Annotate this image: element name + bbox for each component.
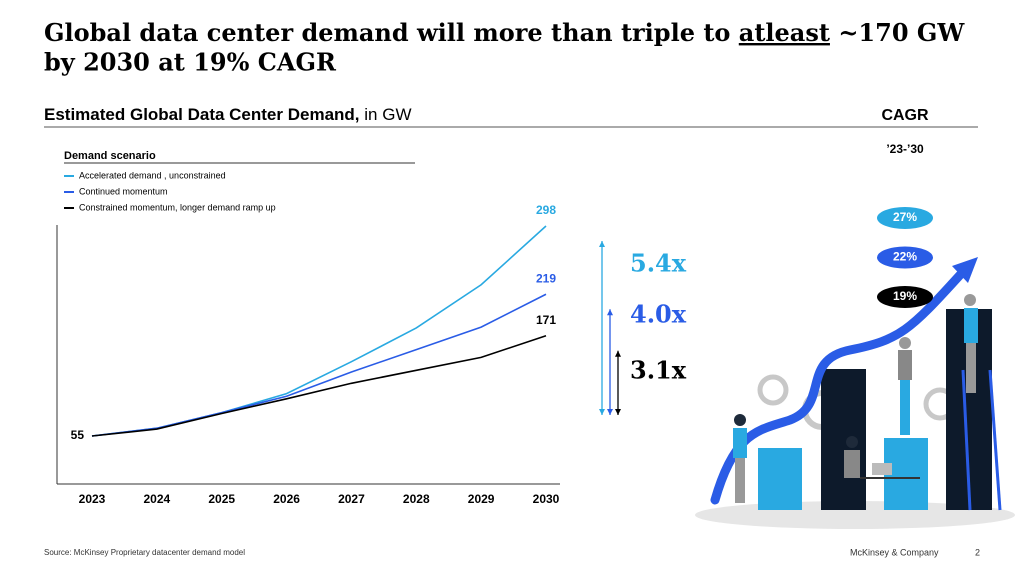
person	[898, 350, 912, 380]
source: Source: McKinsey Proprietary datacenter …	[44, 548, 245, 557]
person	[900, 380, 910, 435]
person	[846, 436, 858, 448]
cagr-value: 27%	[893, 210, 917, 224]
page-number: 2	[975, 547, 980, 557]
arrow-head	[599, 241, 605, 247]
title-line2: by 2030 at 19% CAGR	[44, 48, 337, 77]
person	[966, 343, 976, 393]
person	[733, 428, 747, 458]
arrow-head	[607, 409, 613, 415]
person	[734, 414, 746, 426]
start-value-label: 55	[71, 428, 85, 442]
arrow-head	[599, 409, 605, 415]
end-value-label: 171	[536, 313, 556, 327]
series-line	[91, 293, 547, 437]
x-tick-label: 2023	[79, 492, 106, 506]
multiplier-label: 5.4x	[630, 249, 687, 278]
ladder	[988, 369, 1002, 511]
series-line	[91, 225, 547, 437]
legend-label: Continued momentum	[79, 186, 168, 196]
arrow-head	[607, 309, 613, 316]
laptop	[872, 463, 892, 475]
x-tick-label: 2030	[533, 492, 560, 506]
legend-title: Demand scenario	[64, 150, 156, 162]
title-part: Global data center demand will more than…	[44, 18, 730, 47]
arrow-head	[952, 257, 978, 283]
growth-arrow	[710, 270, 965, 505]
person	[964, 294, 976, 306]
cagr-pill	[877, 286, 933, 308]
legend-label: Accelerated demand , unconstrained	[79, 170, 226, 180]
multiplier-label: 4.0x	[630, 300, 687, 329]
title-part: ~170 GW	[838, 18, 965, 47]
x-tick-label: 2026	[273, 492, 300, 506]
cagr-value: 22%	[893, 250, 917, 264]
series-line	[91, 334, 547, 437]
x-tick-label: 2027	[338, 492, 365, 506]
title-emphasis: atleast	[739, 18, 830, 47]
person	[964, 308, 978, 343]
illustration	[695, 257, 1015, 529]
x-tick-label: 2029	[468, 492, 495, 506]
cagr-header: CAGR	[881, 107, 929, 124]
person	[899, 337, 911, 349]
end-value-label: 298	[536, 203, 556, 217]
title: Global data center demand will more than…	[44, 18, 965, 47]
end-value-label: 219	[536, 271, 556, 285]
subtitle-unit: in GW	[364, 105, 411, 124]
illustration-bar	[821, 369, 866, 510]
cagr-pill	[877, 246, 933, 269]
legend-label: Constrained momentum, longer demand ramp…	[79, 202, 276, 212]
x-tick-label: 2024	[144, 492, 171, 506]
person	[844, 450, 860, 478]
illustration-bar	[758, 448, 802, 510]
cagr-period: ’23-’30	[886, 142, 924, 156]
arrow-head	[615, 350, 621, 357]
gear	[757, 374, 789, 406]
subtitle-bold: Estimated Global Data Center Demand,	[44, 105, 360, 124]
multiplier-label: 3.1x	[630, 356, 687, 385]
x-tick-label: 2028	[403, 492, 430, 506]
person	[735, 458, 745, 503]
x-tick-label: 2025	[208, 492, 235, 506]
ladder	[961, 369, 972, 511]
arrow-head	[615, 409, 621, 415]
cagr-pill	[877, 207, 933, 229]
company: McKinsey & Company	[850, 547, 939, 557]
subtitle: Estimated Global Data Center Demand, in …	[44, 105, 412, 124]
cagr-value: 19%	[893, 289, 917, 303]
